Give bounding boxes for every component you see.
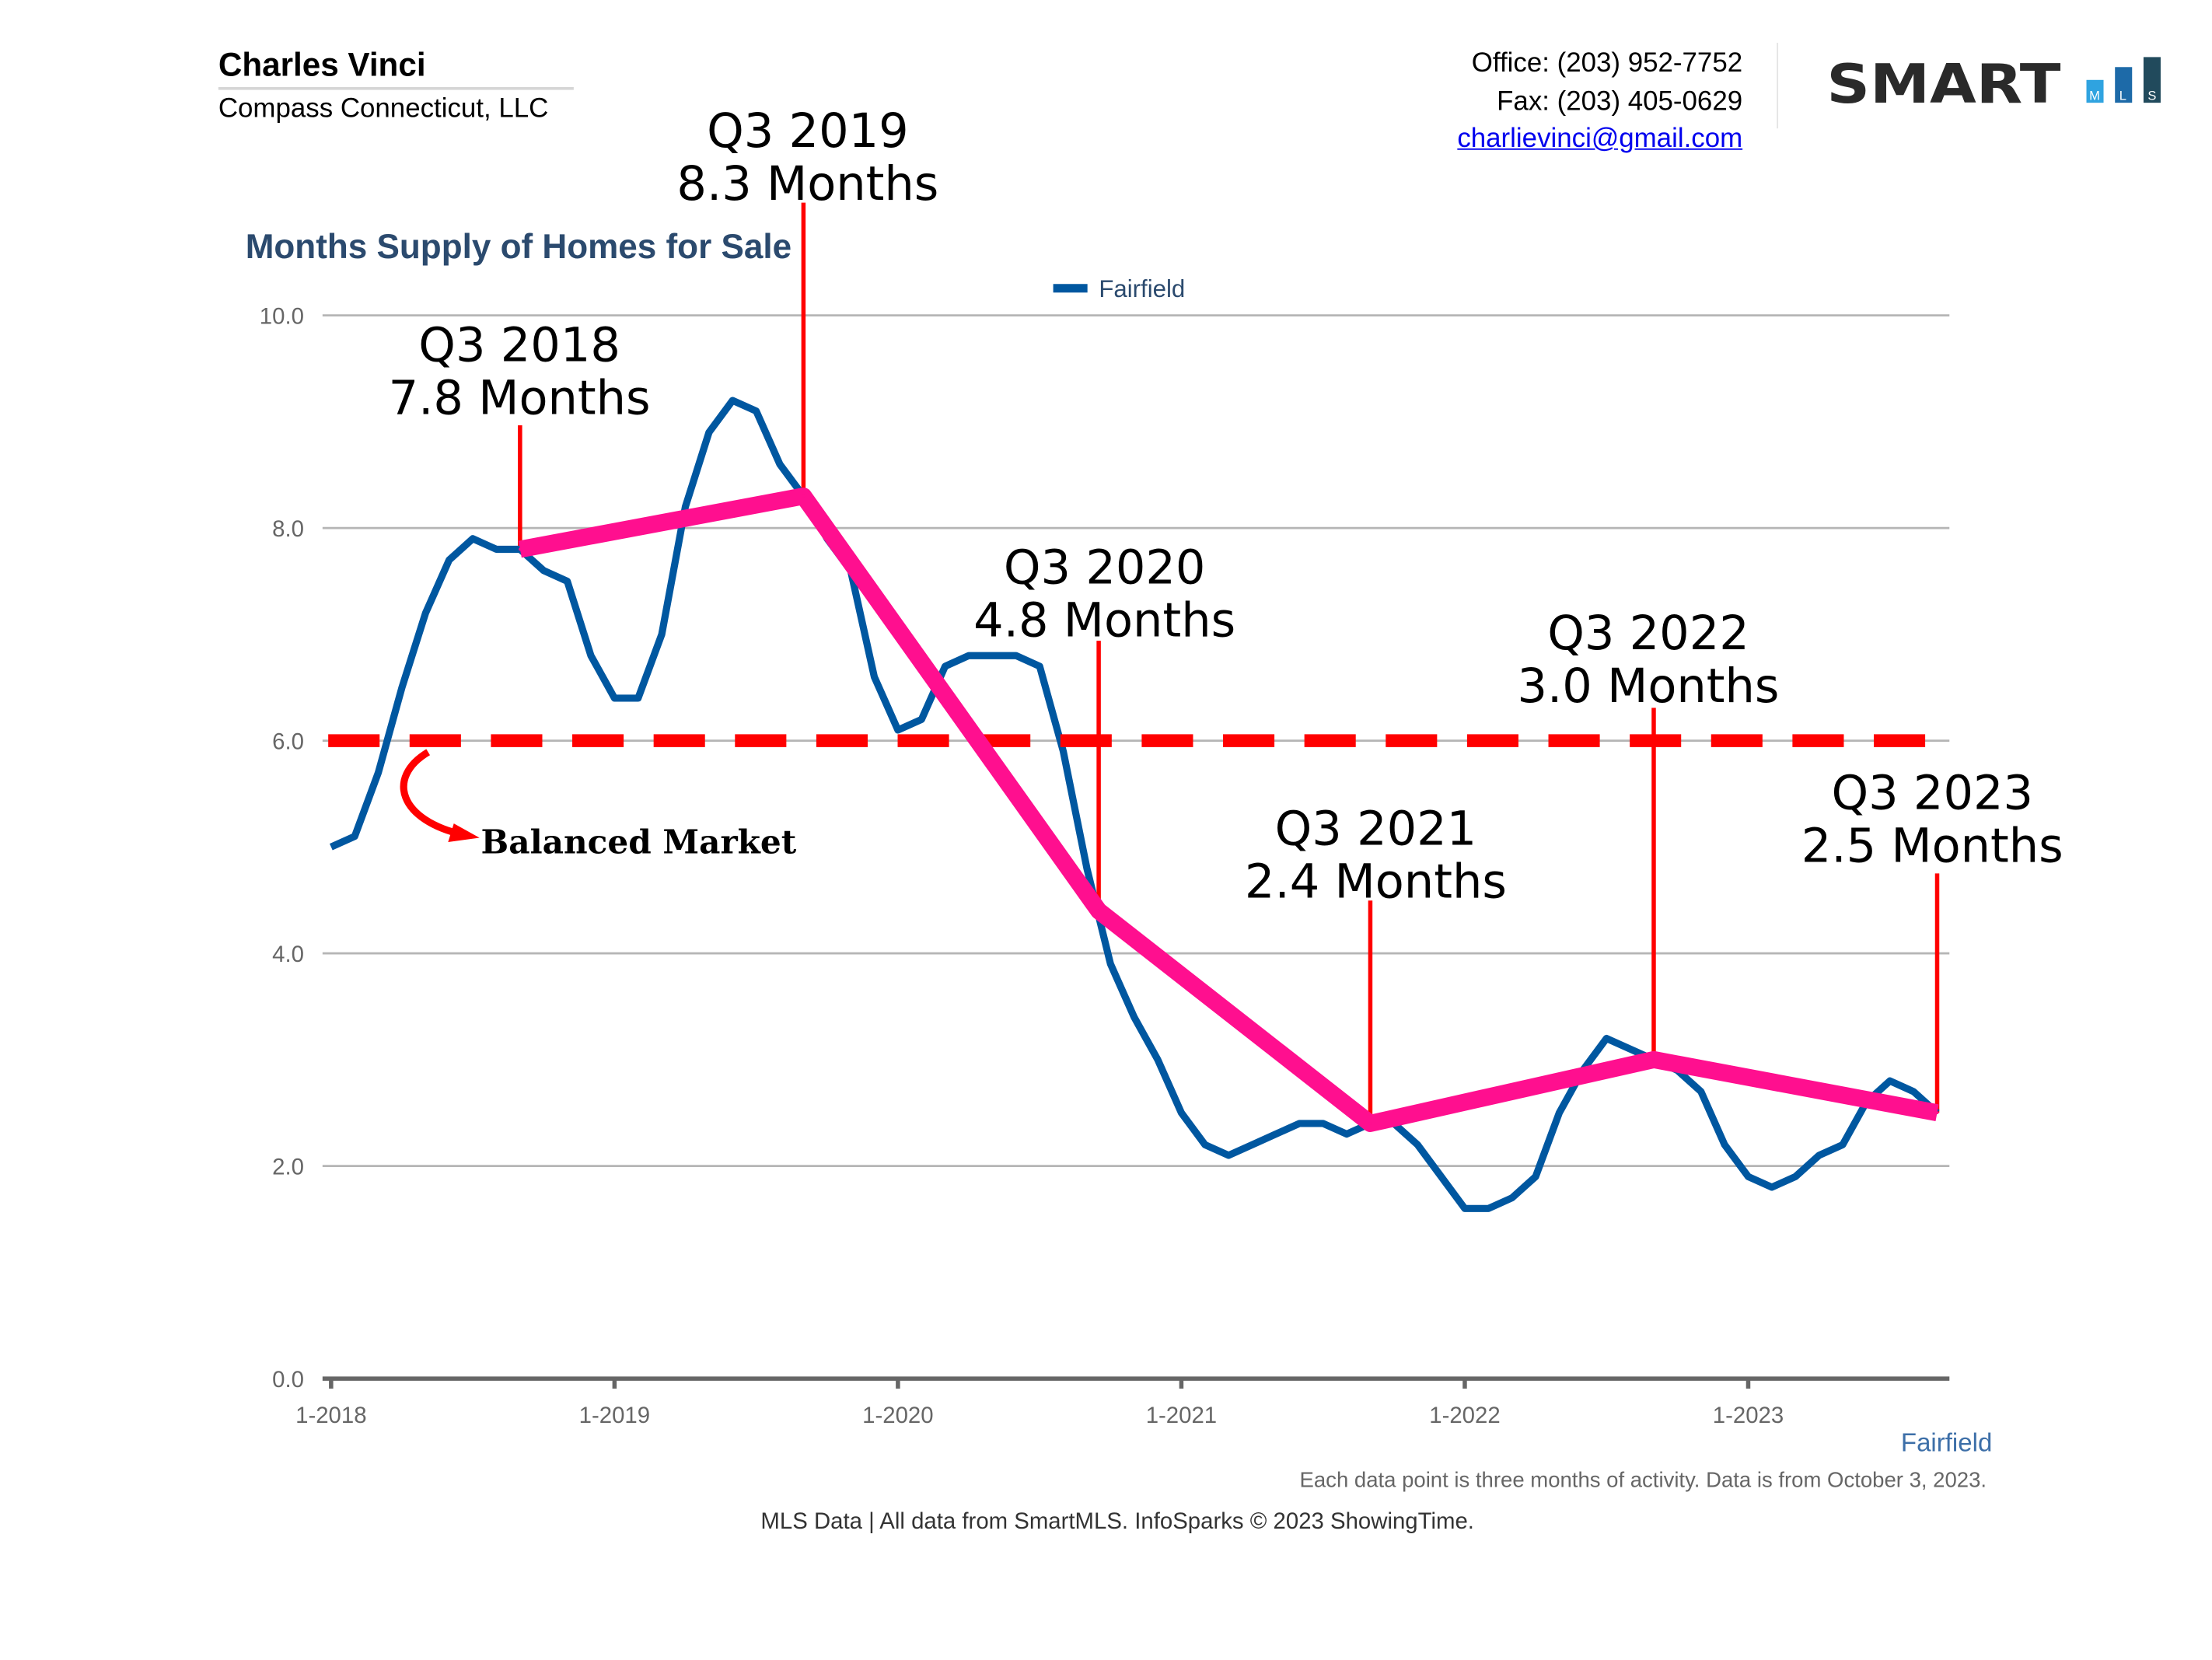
series-line-fairfield	[329, 397, 1940, 1212]
source-credit: MLS Data | All data from SmartMLS. InfoS…	[760, 1508, 1474, 1534]
balanced-market-callout: Balanced Market	[400, 749, 797, 861]
x-tick-label: 1-2020	[862, 1403, 933, 1428]
smartmls-logo: SMART M L S	[1826, 53, 2161, 116]
curved-arrow-icon	[400, 749, 465, 839]
x-tick-label: 1-2023	[1713, 1403, 1784, 1428]
chart-title: Months Supply of Homes for Sale	[246, 228, 791, 266]
trend-line	[518, 488, 1939, 1132]
trend-point	[1935, 1111, 1939, 1115]
annotation-quarter: Q3 2020	[1004, 541, 1206, 596]
legend: Fairfield	[1053, 275, 1185, 302]
annotation-value: 4.8 Months	[973, 594, 1235, 648]
logo-text: SMART	[1826, 53, 2061, 116]
annotation-quarter: Q3 2021	[1275, 802, 1477, 857]
y-tick-label: 6.0	[272, 729, 304, 755]
annotation-quarter: Q3 2022	[1547, 606, 1749, 661]
y-tick-label: 0.0	[272, 1367, 304, 1393]
annotation-value: 2.4 Months	[1245, 855, 1507, 910]
logo-l: L	[2119, 89, 2126, 103]
divider	[218, 86, 574, 90]
divider	[1777, 43, 1779, 129]
balanced-market-label: Balanced Market	[481, 823, 797, 861]
arrow-head-icon	[448, 823, 480, 842]
agent-name: Charles Vinci	[218, 45, 426, 83]
annotation-value: 8.3 Months	[676, 157, 938, 211]
logo-s: S	[2147, 89, 2156, 103]
annotation-quarter: Q3 2019	[707, 104, 909, 159]
annotation-quarter: Q3 2018	[418, 318, 620, 372]
x-tick-label: 1-2021	[1146, 1403, 1217, 1428]
x-tick-label: 1-2018	[295, 1403, 366, 1428]
trend-point	[1097, 909, 1100, 913]
trend-point	[802, 495, 805, 498]
trend-point	[1652, 1058, 1655, 1061]
legend-swatch	[1053, 284, 1088, 293]
company-name: Compass Connecticut, LLC	[218, 94, 549, 124]
x-tick-label: 1-2019	[579, 1403, 650, 1428]
trend-point	[1368, 1122, 1372, 1125]
y-tick-label: 10.0	[260, 304, 304, 330]
annotation-quarter: Q3 2023	[1831, 767, 2033, 821]
y-tick-label: 8.0	[272, 516, 304, 542]
annotation-value: 7.8 Months	[389, 371, 651, 425]
x-tick-label: 1-2022	[1429, 1403, 1500, 1428]
annotation-value: 2.5 Months	[1801, 820, 2063, 874]
y-tick-label: 2.0	[272, 1155, 304, 1180]
office-phone: Office: (203) 952-7752	[1471, 48, 1743, 79]
logo-m: M	[2089, 89, 2100, 103]
annotation-value: 3.0 Months	[1518, 659, 1780, 714]
y-tick-label: 4.0	[272, 942, 304, 967]
fax-number: Fax: (203) 405-0629	[1497, 86, 1743, 117]
data-note: Each data point is three months of activ…	[1300, 1468, 1987, 1492]
trend-point	[519, 547, 522, 551]
legend-label: Fairfield	[1099, 275, 1185, 302]
email-link[interactable]: charlievinci@gmail.com	[1457, 124, 1743, 155]
footer-series-label: Fairfield	[1901, 1428, 1992, 1457]
